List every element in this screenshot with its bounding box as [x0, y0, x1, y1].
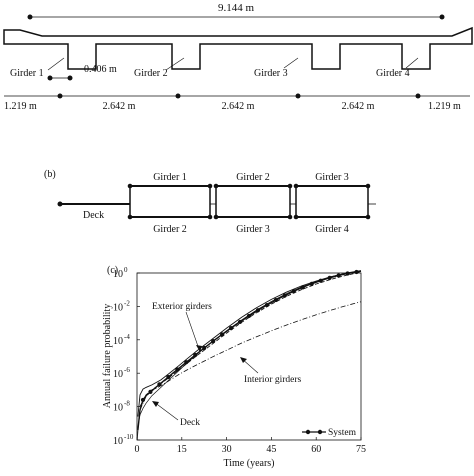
girder-label: Girder 1: [10, 68, 44, 79]
girder-label: Girder 3: [236, 224, 270, 235]
girder-label: Girder 3: [315, 172, 349, 183]
y-tick-exponent: 0: [124, 266, 128, 274]
legend-marker: [305, 429, 311, 435]
spacing-label: 2.642 m: [222, 101, 255, 112]
dimension-dot: [67, 75, 73, 81]
girder-label: Girder 4: [376, 68, 410, 79]
leader-line: [283, 57, 299, 69]
series-line-system: [137, 270, 362, 431]
x-tick-label: 75: [356, 444, 366, 455]
panel-label-c: (c): [107, 265, 118, 276]
x-tick-label: 30: [222, 444, 232, 455]
dimension-dot: [415, 93, 421, 99]
y-tick-label: 10: [113, 302, 123, 313]
dimension-dot: [439, 14, 445, 20]
y-tick-label: 10: [113, 369, 123, 380]
x-tick-label: 0: [135, 444, 140, 455]
x-tick-label: 45: [266, 444, 276, 455]
x-tick-label: 15: [177, 444, 187, 455]
girder-label: Girder 2: [134, 68, 168, 79]
total-width-label: 9.144 m: [218, 2, 255, 14]
chart-series: [136, 269, 362, 441]
dimension-dot: [295, 93, 301, 99]
y-tick-label: 10: [113, 269, 123, 280]
y-tick-label: 10: [113, 336, 123, 347]
leader-line: [47, 57, 65, 71]
arrow-head: [196, 345, 202, 352]
cross-section: 9.144 m 0.406 m Girder 1 Girder 2 Girder…: [3, 2, 473, 112]
system-marker: [175, 367, 180, 372]
system-marker: [184, 360, 189, 365]
dimension-dot: [47, 75, 53, 81]
system-marker: [246, 313, 252, 319]
panel-label-b: (b): [44, 169, 56, 180]
y-tick-exponent: -2: [124, 299, 130, 307]
annotation-arrow: [153, 401, 179, 421]
y-axis-label: Annual failure probability: [102, 304, 113, 408]
bridge-section-outline: [3, 26, 473, 70]
system-marker: [166, 374, 171, 380]
system-diagram: (b) Deck Girde: [44, 169, 376, 235]
series-line-deck: [136, 270, 362, 441]
dimension-dot: [175, 93, 181, 99]
spacing-label: 2.642 m: [342, 101, 375, 112]
legend-system-label: System: [328, 428, 357, 438]
girder-label: Girder 2: [153, 224, 187, 235]
series-line-interior: [139, 301, 362, 411]
node-dots: [127, 183, 371, 220]
y-tick-exponent: -6: [124, 366, 130, 374]
annotation-deck: Deck: [180, 418, 200, 428]
y-tick-exponent: -8: [124, 400, 130, 408]
system-marker: [193, 352, 198, 358]
deck-label: Deck: [83, 210, 104, 221]
y-tick-exponent: -10: [124, 433, 134, 441]
annotation-interior: Interior girders: [244, 375, 302, 385]
arrow-head: [152, 401, 159, 407]
legend: System: [302, 428, 357, 438]
x-tick-label: 60: [311, 444, 321, 455]
y-tick-label: 10: [113, 436, 123, 447]
series-line-exterior: [137, 270, 362, 417]
y-tick-exponent: -4: [124, 333, 130, 341]
y-tick-label: 10: [113, 403, 123, 414]
spacing-label: 1.219 m: [4, 101, 37, 112]
node-dot: [57, 201, 63, 207]
dimension-dot: [27, 14, 33, 20]
girder-label: Girder 3: [254, 68, 288, 79]
legend-marker: [317, 429, 323, 435]
leader-line: [165, 57, 185, 71]
x-axis-label: Time (years): [223, 458, 274, 469]
series-line-exterior-dashed: [139, 271, 362, 407]
plot-frame: [136, 272, 362, 441]
dimension-dot: [57, 93, 63, 99]
system-marker: [282, 293, 287, 298]
flange-width-label: 0.406 m: [84, 64, 117, 75]
girder-label: Girder 1: [153, 172, 187, 183]
girder-label: Girder 2: [236, 172, 270, 183]
annotation-exterior: Exterior girders: [152, 302, 212, 312]
spacing-label: 2.642 m: [103, 101, 136, 112]
spacing-label: 1.219 m: [428, 101, 461, 112]
girder-label: Girder 4: [315, 224, 349, 235]
leader-line: [405, 57, 419, 69]
arrow-head: [240, 357, 247, 363]
